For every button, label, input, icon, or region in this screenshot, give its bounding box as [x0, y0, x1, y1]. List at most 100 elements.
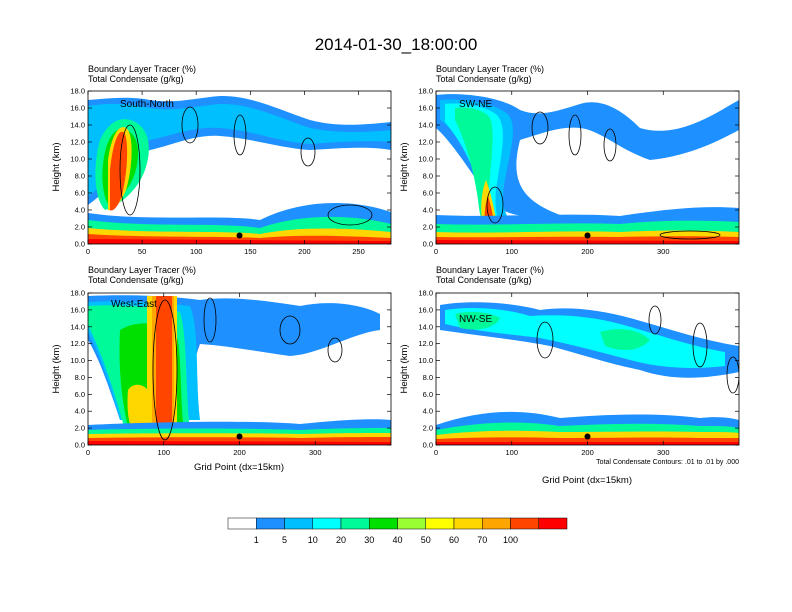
tracer-band [156, 296, 172, 441]
y-tick-label: 0.0 [75, 240, 85, 249]
condensate-contour [327, 337, 343, 363]
y-tick-label: 2.0 [75, 223, 85, 232]
y-tick-label: 6.0 [75, 189, 85, 198]
condensate-contour [603, 128, 617, 162]
condensate-contour [659, 230, 721, 240]
y-axis-label: Height (km) [399, 344, 410, 393]
x-tick-label: 0 [86, 247, 90, 256]
y-tick-label: 14.0 [70, 121, 85, 130]
x-tick-label: 50 [138, 247, 146, 256]
panel-title-tracer: Boundary Layer Tracer (%) [436, 64, 544, 74]
y-tick-label: 18.0 [418, 289, 433, 298]
condensate-contour [568, 114, 582, 156]
y-tick-label: 12.0 [70, 339, 85, 348]
cross-section-label: West-East [111, 299, 157, 310]
x-tick-label: 0 [434, 247, 438, 256]
figure-title: 2014-01-30_18:00:00 [315, 35, 478, 54]
y-tick-label: 10.0 [418, 155, 433, 164]
colorbar: 1 5 10 20 30 40 50 60 70 100 [227, 517, 568, 545]
y-tick-label: 14.0 [70, 322, 85, 331]
y-tick-label: 0.0 [75, 441, 85, 450]
colorbar-label: 100 [503, 535, 518, 545]
tracer-band [445, 308, 725, 368]
x-tick-label: 0 [86, 448, 90, 457]
y-tick-label: 0.0 [423, 441, 433, 450]
tracer-field [88, 91, 391, 244]
y-tick-label: 2.0 [423, 223, 433, 232]
panel-title-tracer: Boundary Layer Tracer (%) [88, 64, 196, 74]
panel-title-condensate: Total Condensate (g/kg) [88, 74, 184, 84]
y-tick-label: 18.0 [70, 87, 85, 96]
colorbar-label: 10 [308, 535, 318, 545]
y-tick-label: 0.0 [423, 240, 433, 249]
colorbar-swatch [284, 517, 313, 530]
y-tick-label: 8.0 [423, 373, 433, 382]
colorbar-label: 30 [364, 535, 374, 545]
condensate-contour [279, 315, 301, 345]
x-tick-label: 100 [157, 448, 170, 457]
colorbar-label: 20 [336, 535, 346, 545]
tracer-band [110, 131, 128, 211]
condensate-contour [181, 106, 199, 144]
y-tick-label: 16.0 [418, 104, 433, 113]
tracer-band [88, 103, 391, 196]
cross-section-label: NW-SE [459, 314, 492, 325]
y-ticks: 0.0 2.0 4.0 6.0 8.0 10.0 12.0 14.0 16.0 18.0 [418, 87, 739, 249]
plot-frame [87, 90, 392, 245]
colorbar-swatch [482, 517, 511, 530]
x-tick-label: 0 [434, 448, 438, 457]
y-tick-label: 10.0 [418, 356, 433, 365]
y-ticks: 0.0 2.0 4.0 6.0 8.0 10.0 12.0 14.0 16.0 18.0 [70, 289, 391, 450]
colorbar-swatch [510, 517, 539, 530]
condensate-contour [300, 137, 316, 167]
condensate-contour [726, 356, 739, 394]
x-tick-label: 100 [190, 247, 203, 256]
colorbar-swatch [397, 517, 426, 530]
colorbar-swatch [369, 517, 398, 530]
colorbar-swatch [538, 517, 568, 530]
colorbar-swatch [227, 517, 257, 530]
y-tick-label: 6.0 [423, 189, 433, 198]
y-tick-label: 4.0 [75, 206, 85, 215]
location-marker [236, 232, 243, 239]
colorbar-swatch [312, 517, 342, 530]
condensate-contour [233, 114, 247, 156]
condensate-contour [203, 297, 217, 343]
tracer-field [88, 293, 391, 445]
colorbar-label: 1 [254, 535, 259, 545]
y-tick-label: 16.0 [70, 305, 85, 314]
panel-south-north: Boundary Layer Tracer (%) Total Condensa… [51, 64, 392, 256]
y-tick-label: 6.0 [75, 390, 85, 399]
y-tick-label: 12.0 [418, 138, 433, 147]
tracer-field [436, 293, 739, 445]
y-tick-label: 2.0 [423, 424, 433, 433]
x-ticks: 0 100 200 300 [434, 293, 670, 457]
location-marker [584, 433, 591, 440]
panel-sw-ne: Boundary Layer Tracer (%) Total Condensa… [399, 64, 740, 256]
panel-title-condensate: Total Condensate (g/kg) [88, 275, 184, 285]
y-ticks: 0.0 2.0 4.0 6.0 8.0 10.0 12.0 14.0 16.0 18.0 [70, 87, 391, 249]
y-tick-label: 2.0 [75, 424, 85, 433]
x-tick-label: 200 [581, 247, 594, 256]
tracer-band [88, 239, 391, 244]
condensate-contour [536, 321, 554, 359]
y-tick-label: 12.0 [418, 339, 433, 348]
x-axis-label: Grid Point (dx=15km) [194, 462, 284, 473]
x-tick-label: 200 [581, 448, 594, 457]
panel-title-condensate: Total Condensate (g/kg) [436, 275, 532, 285]
y-tick-label: 6.0 [423, 390, 433, 399]
y-tick-label: 4.0 [75, 407, 85, 416]
panel-title-tracer: Boundary Layer Tracer (%) [436, 265, 544, 275]
colorbar-swatch [453, 517, 483, 530]
tracer-band [600, 329, 650, 350]
panel-title-condensate: Total Condensate (g/kg) [436, 74, 532, 84]
tracer-field [436, 91, 739, 244]
condensate-contour [152, 299, 178, 441]
condensate-contour [648, 305, 662, 335]
y-ticks: 0.0 2.0 4.0 6.0 8.0 10.0 12.0 14.0 16.0 18.0 [418, 289, 739, 450]
location-marker [236, 433, 243, 440]
panel-nw-se: Boundary Layer Tracer (%) Total Condensa… [399, 265, 740, 486]
y-tick-label: 12.0 [70, 138, 85, 147]
y-tick-label: 10.0 [70, 155, 85, 164]
cross-section-label: SW-NE [459, 99, 492, 110]
